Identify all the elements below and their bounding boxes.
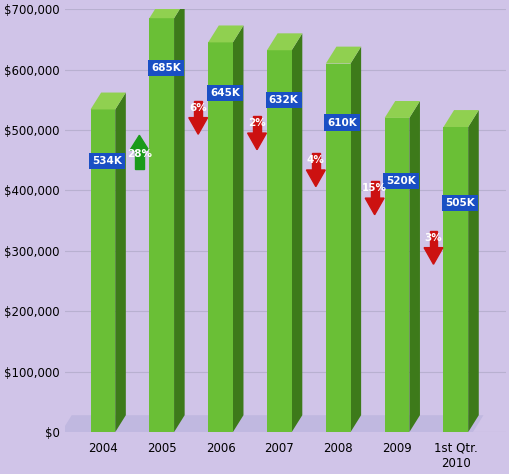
Text: 610K: 610K [327,118,357,128]
Polygon shape [149,1,184,18]
Polygon shape [91,109,115,432]
Polygon shape [267,50,291,432]
Polygon shape [115,92,126,432]
Text: 28%: 28% [127,148,152,159]
Polygon shape [364,198,383,215]
Polygon shape [247,133,266,150]
Text: 3%: 3% [424,233,441,243]
Polygon shape [174,1,184,432]
Polygon shape [306,170,325,187]
Text: 685K: 685K [151,63,181,73]
Polygon shape [233,26,243,432]
Polygon shape [443,127,467,432]
Polygon shape [370,182,378,198]
Polygon shape [291,33,302,432]
Polygon shape [267,33,302,50]
Polygon shape [350,46,360,432]
Polygon shape [384,118,409,432]
Polygon shape [443,110,478,127]
Polygon shape [135,150,144,169]
Polygon shape [130,135,149,150]
Text: 645K: 645K [210,88,239,98]
Text: 6%: 6% [189,103,207,113]
Polygon shape [91,92,126,109]
Polygon shape [384,101,419,118]
Polygon shape [429,231,437,247]
Polygon shape [467,110,478,432]
Polygon shape [208,42,233,432]
Polygon shape [188,118,207,134]
Text: 15%: 15% [361,183,386,193]
Polygon shape [149,18,174,432]
Polygon shape [208,26,243,42]
Text: 534K: 534K [92,156,122,166]
Text: 4%: 4% [306,155,324,165]
Text: 505K: 505K [444,198,474,208]
Text: 520K: 520K [386,176,415,186]
Polygon shape [423,247,442,264]
Polygon shape [61,415,483,432]
Text: 632K: 632K [268,95,298,105]
Polygon shape [312,154,319,170]
Polygon shape [252,117,261,133]
Text: 2%: 2% [248,118,265,128]
Polygon shape [325,46,360,64]
Polygon shape [409,101,419,432]
Polygon shape [194,101,202,118]
Polygon shape [325,64,350,432]
